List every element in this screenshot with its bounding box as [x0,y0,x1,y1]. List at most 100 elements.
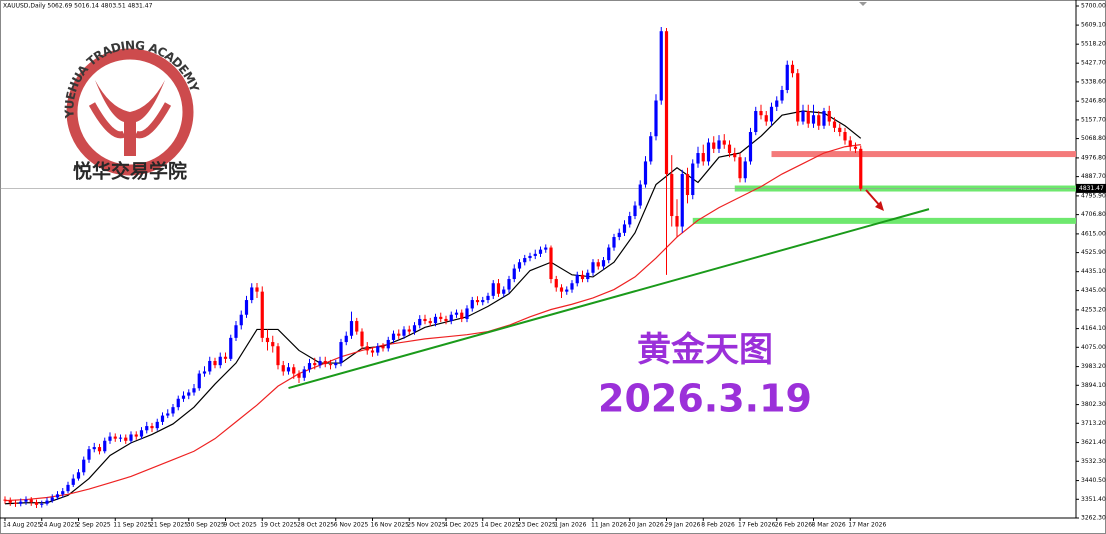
candle-body [664,31,669,175]
y-tick-label: 3802.30 [1081,401,1106,408]
candle-body [801,111,805,122]
candle-body [638,184,642,206]
candle-body [281,365,285,372]
x-tick-label: 2 Sep 2025 [77,522,111,529]
candle-body [691,163,695,196]
candle-body [701,153,705,162]
x-tick-label: 6 Nov 2025 [334,522,369,529]
candle-body [129,434,133,441]
candle-body [570,283,574,290]
candle-body [192,388,196,393]
candle-body [239,314,243,326]
x-tick-label: 9 Oct 2025 [224,522,257,529]
candle-body [617,232,621,238]
annotation: 黄金天图 [637,330,773,370]
candle-body [24,499,28,502]
candle-body [160,415,165,422]
candle-body [549,247,553,280]
candle-body [554,279,558,288]
candle-body [838,127,842,133]
candle-body [517,262,522,269]
candle-body [811,115,816,124]
candle-body [496,283,501,294]
candle-body [118,437,123,439]
candle-body [386,339,390,349]
candle-body [754,111,758,133]
candle-body [806,111,810,124]
candle-body [113,436,117,439]
candle-body [465,308,469,319]
y-tick-label: 3894.10 [1081,382,1106,389]
candle-body [176,398,180,408]
x-tick-label: 8 Feb 2026 [701,522,735,529]
candle-body [848,140,852,147]
candle-body [654,100,658,137]
candle-body [297,373,301,378]
y-tick-label: 4435.10 [1081,268,1106,275]
candle-body [71,478,75,485]
y-tick-label: 3621.40 [1081,439,1106,446]
candle-body [318,360,322,366]
candle-body [628,216,632,225]
candle-body [397,333,401,336]
candle-body [439,316,443,319]
y-tick-label: 5700.00 [1081,3,1106,10]
plot [0,27,1076,508]
candle-body [55,494,60,498]
candle-body [391,333,396,340]
candle-body [360,331,364,347]
candle-body [208,360,212,372]
y-tick-label: 3983.20 [1081,363,1106,370]
candle-body [323,360,327,365]
candle-body [454,312,459,315]
candle-body [580,274,585,280]
candle-body [586,272,590,280]
candle-body [29,499,33,503]
candle-body [213,360,217,366]
candle-body [286,367,291,372]
y-tick-label: 4706.80 [1081,211,1106,218]
corner-icon [859,2,867,6]
candle-body [743,161,747,179]
candle-body [470,300,474,309]
candle-body [790,64,795,74]
candle-body [134,434,138,437]
x-tick-label: 17 Feb 2026 [738,522,776,529]
candle-body [418,318,422,326]
candle-body [817,115,821,126]
candle-body [19,501,23,504]
x-tick-label: 8 Mar 2026 [812,522,846,529]
candle-body [171,407,175,414]
candle-body [712,142,716,149]
candle-body [491,283,495,296]
x-tick-label: 29 Jan 2026 [665,522,701,529]
candle-body [775,100,779,107]
x-tick-label: 14 Dec 2025 [481,522,520,529]
candle-body [507,279,511,290]
candle-body [528,255,532,259]
candle-body [202,371,207,374]
candle-body [512,268,516,280]
x-tick-label: 20 Jan 2026 [628,522,664,529]
candle-body [722,140,726,145]
candle-body [307,363,312,370]
candle-body [843,132,847,141]
candle-body [370,350,375,353]
y-tick-label: 5157.70 [1081,116,1106,123]
x-tick-label: 11 Sep 2025 [113,522,151,529]
candle-body [103,440,107,452]
candle-body [244,300,249,315]
candle-body [334,363,338,366]
candle-body [197,373,201,389]
candle-body [139,430,144,437]
candle-body [764,115,768,122]
candle-body [66,484,70,492]
candle-body [612,237,616,248]
y-tick-label: 5609.10 [1081,22,1106,29]
candle-body [475,300,480,303]
logo-ring [66,48,194,176]
candle-body [486,295,490,301]
y-tick-label: 4075.00 [1081,344,1106,351]
candle-body [181,395,186,399]
